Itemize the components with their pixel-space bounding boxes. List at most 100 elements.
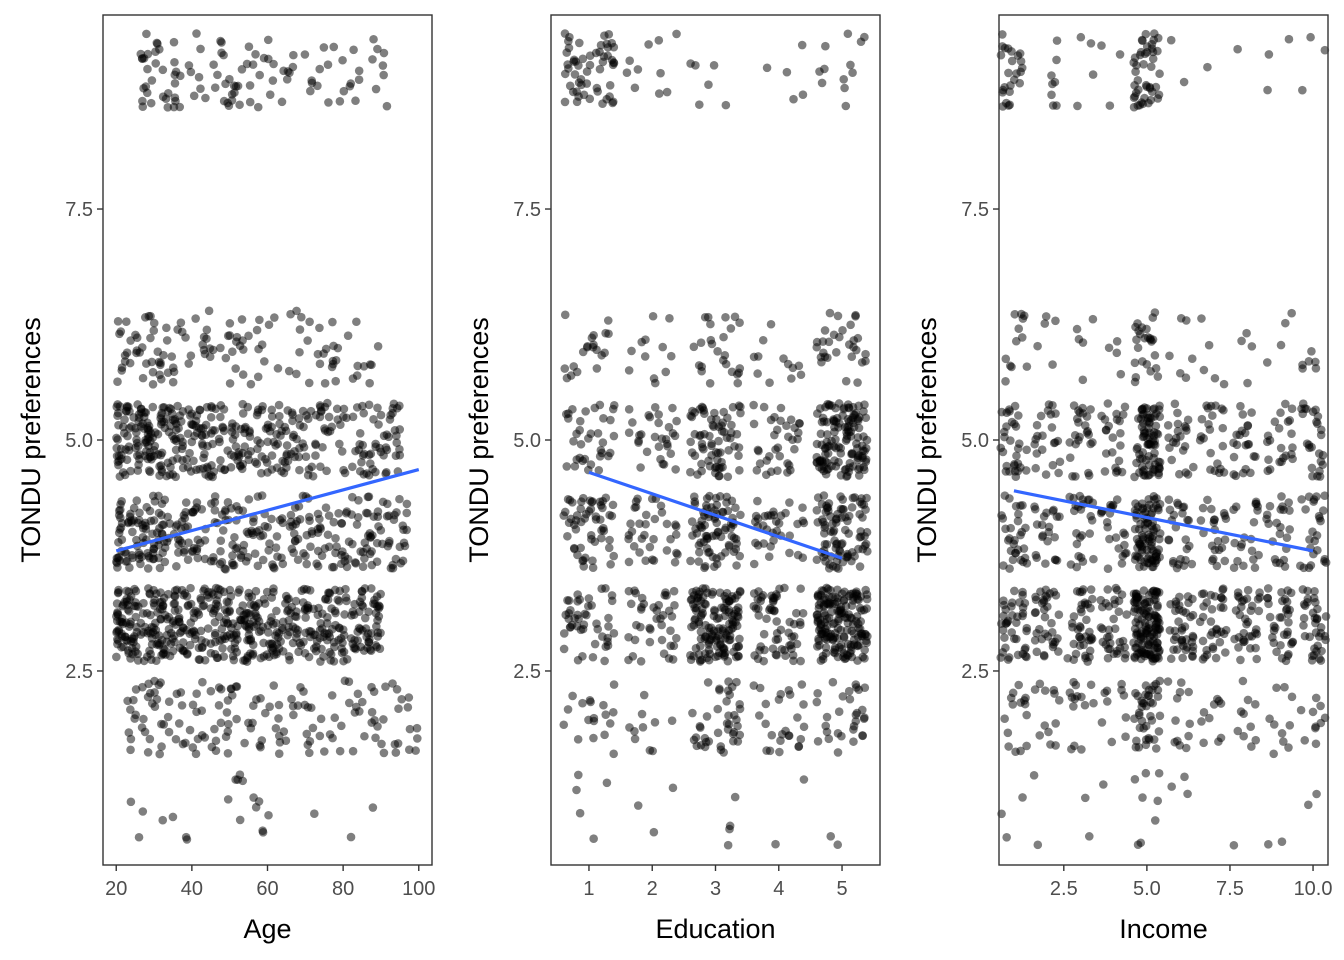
data-point <box>330 642 339 652</box>
data-point <box>1147 544 1156 553</box>
data-point <box>1316 457 1326 466</box>
data-point <box>1120 540 1129 550</box>
data-point <box>1279 737 1288 746</box>
data-point <box>158 520 167 530</box>
data-point <box>820 326 830 335</box>
data-point <box>559 720 569 730</box>
data-point <box>631 588 641 598</box>
data-point <box>1121 713 1131 722</box>
data-point <box>859 500 869 510</box>
data-point <box>372 557 382 566</box>
data-point <box>1168 558 1178 568</box>
data-point <box>1231 502 1241 512</box>
data-point <box>1070 741 1079 751</box>
data-point <box>234 450 243 459</box>
data-point <box>1146 440 1156 450</box>
data-point <box>1298 85 1307 95</box>
data-point <box>715 685 724 695</box>
data-point <box>295 325 305 334</box>
data-point <box>1033 341 1042 351</box>
data-point <box>1301 505 1310 514</box>
data-point <box>398 521 408 530</box>
data-point <box>289 548 298 557</box>
data-point <box>622 68 632 77</box>
data-point <box>1243 440 1253 449</box>
data-point <box>357 458 366 467</box>
data-point <box>331 533 340 543</box>
data-point <box>1154 457 1163 467</box>
data-point <box>633 801 643 810</box>
data-point <box>657 635 667 645</box>
data-point <box>572 455 582 464</box>
data-point <box>1209 554 1218 564</box>
data-point <box>1152 630 1162 639</box>
data-point <box>359 408 369 418</box>
data-point <box>706 319 715 329</box>
data-point <box>1182 635 1191 644</box>
data-point <box>323 595 333 605</box>
data-point <box>645 637 655 647</box>
data-point <box>1311 693 1321 703</box>
data-point <box>337 447 347 456</box>
data-point <box>789 94 798 104</box>
data-point <box>704 80 713 89</box>
data-point <box>288 62 298 72</box>
data-point <box>564 43 574 53</box>
data-point <box>126 745 135 755</box>
data-point <box>1229 470 1239 479</box>
data-point <box>172 585 182 595</box>
data-point <box>1240 614 1250 624</box>
data-point <box>122 594 131 604</box>
data-point <box>570 70 580 79</box>
data-point <box>1219 508 1229 518</box>
data-point <box>150 688 159 697</box>
data-point <box>367 707 377 717</box>
data-point <box>564 36 573 46</box>
data-point <box>1103 653 1113 663</box>
data-point <box>1255 588 1264 597</box>
data-point <box>843 29 853 39</box>
data-point <box>661 367 671 377</box>
data-point <box>127 643 137 653</box>
data-point <box>311 439 320 449</box>
data-point <box>1219 603 1228 613</box>
data-point <box>210 724 219 734</box>
data-point <box>1165 626 1175 635</box>
data-point <box>1164 495 1174 504</box>
data-point <box>779 354 788 363</box>
data-point <box>814 600 824 610</box>
data-point <box>1155 711 1165 721</box>
data-point <box>174 548 183 557</box>
data-point <box>232 647 241 657</box>
data-point <box>1197 717 1206 726</box>
data-point <box>1151 552 1161 561</box>
data-point <box>824 337 834 347</box>
data-point <box>186 618 196 627</box>
data-point <box>373 403 382 413</box>
data-point <box>1146 698 1155 707</box>
data-point <box>798 608 808 618</box>
data-point <box>282 441 292 450</box>
data-point <box>123 605 133 614</box>
data-point <box>372 538 382 548</box>
data-point <box>570 462 580 471</box>
data-point <box>1132 444 1142 454</box>
data-point <box>1218 595 1228 604</box>
data-point <box>1153 602 1162 612</box>
data-point <box>1269 720 1279 729</box>
data-point <box>1006 546 1016 556</box>
data-point <box>216 536 226 545</box>
data-point <box>179 510 189 520</box>
data-point <box>1229 452 1239 462</box>
data-point <box>1043 632 1053 641</box>
data-point <box>583 342 592 351</box>
data-point <box>996 443 1006 453</box>
data-point <box>112 652 121 662</box>
data-point <box>133 466 143 475</box>
data-point <box>337 721 346 731</box>
data-point <box>1311 357 1320 367</box>
data-point <box>1153 94 1163 103</box>
data-point <box>1282 533 1292 542</box>
data-point <box>311 451 320 460</box>
